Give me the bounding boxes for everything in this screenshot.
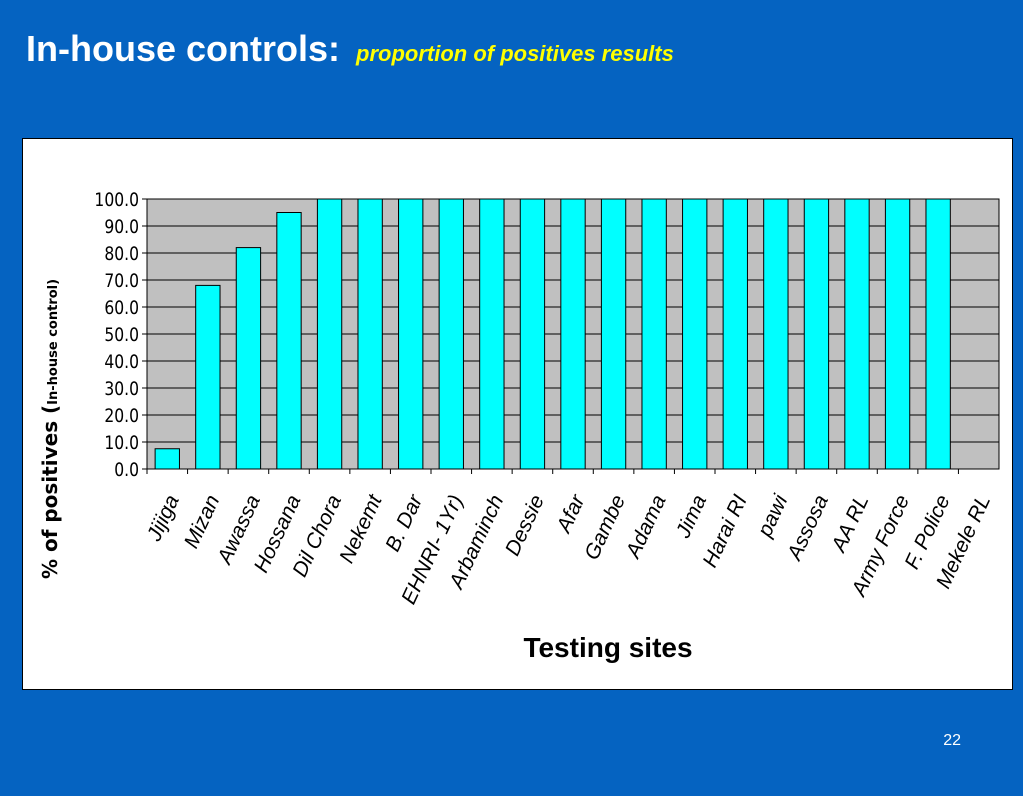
bar [560, 198, 586, 470]
y-tick-label: 70.0 [104, 271, 139, 293]
chart-panel: 0.0 10.0 20.0 30.0 40.0 50.0 60.0 70.0 80.0 90.0 1… [22, 138, 1013, 690]
bar [316, 198, 343, 470]
title-main: In-house controls: [26, 28, 340, 69]
bar [276, 212, 302, 470]
x-tick-label: Jima [671, 491, 711, 542]
y-tick-label: 30.0 [104, 379, 139, 401]
x-tick-label: pawi [753, 490, 793, 541]
bar [438, 198, 464, 470]
y-tick-label: 40.0 [104, 352, 139, 374]
x-tick-label: Jijiga [142, 491, 183, 545]
bar [154, 448, 180, 470]
bar [641, 198, 667, 470]
y-tick-label: 100.0 [94, 190, 139, 212]
bar [763, 198, 789, 470]
y-tick-label: 10.0 [104, 433, 139, 455]
y-tick-labels: 0.0 10.0 20.0 30.0 40.0 50.0 60.0 70.0 80.0 90.0 1… [94, 190, 139, 482]
bar-chart: 0.0 10.0 20.0 30.0 40.0 50.0 60.0 70.0 80.0 90.0 1… [38, 190, 1000, 663]
bar [803, 198, 830, 470]
bar [884, 198, 911, 470]
x-axis-label: Testing sites [523, 632, 692, 663]
bar [479, 198, 505, 470]
bar [398, 198, 424, 470]
y-tick-label: 60.0 [104, 298, 139, 320]
bar [844, 198, 870, 470]
title-subtitle: proportion of positives results [356, 41, 674, 66]
bar [235, 247, 262, 470]
bar [682, 198, 708, 470]
y-tick-label: 80.0 [104, 244, 139, 266]
bar [600, 198, 627, 470]
y-tick-label: 20.0 [104, 406, 139, 428]
bar [357, 198, 383, 470]
bar [519, 198, 546, 470]
y-axis-label: % of positives (In-house control) [38, 279, 62, 579]
x-tick-label: B. Dar [381, 490, 427, 555]
bar [722, 198, 748, 470]
y-tick-label: 90.0 [104, 217, 139, 239]
slide-title: In-house controls: proportion of positiv… [26, 28, 674, 70]
y-tick-label: 0.0 [114, 460, 139, 482]
page-number: 22 [943, 732, 961, 749]
y-tick-label: 50.0 [104, 325, 139, 347]
x-tick-label: Afar [552, 490, 590, 537]
bars [146, 198, 959, 474]
bar [195, 284, 221, 470]
bar [925, 198, 951, 470]
x-tick-label: Mizan [180, 491, 225, 552]
x-tick-label: Dessie [501, 491, 549, 559]
